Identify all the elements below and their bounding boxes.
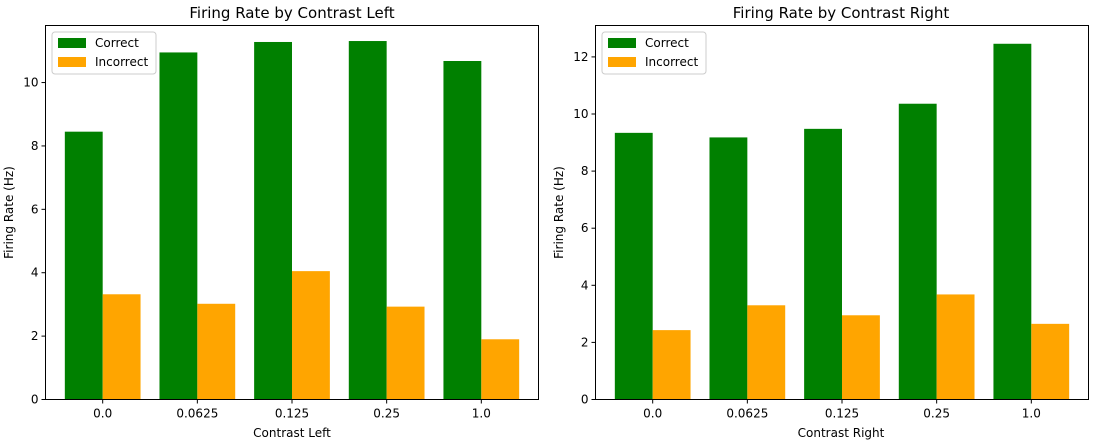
chart-right-y-tick-label-0: 0	[581, 393, 589, 407]
chart-right-xlabel: Contrast Right	[798, 426, 885, 440]
chart-right-bar-incorrect-2	[842, 315, 880, 400]
chart-right-bar-correct-4	[993, 43, 1032, 400]
chart-left-y-axis: 0 2 4 6 8 10	[23, 76, 46, 407]
chart-right-legend-label-correct: Correct	[645, 36, 689, 50]
chart-right-x-tick-label-4: 1.0	[1022, 407, 1041, 421]
chart-right-legend-label-incorrect: Incorrect	[645, 55, 698, 69]
chart-left-bar-correct-2	[254, 41, 292, 400]
chart-right: Firing Rate by Contrast Right 024681012 …	[552, 4, 1089, 440]
chart-left-bar-incorrect-3	[386, 306, 425, 400]
chart-left-x-axis: 0.0 0.0625 0.125 0.25 1.0	[93, 399, 491, 421]
chart-left-title: Firing Rate by Contrast Left	[189, 4, 394, 22]
chart-left-frame	[45, 25, 539, 400]
chart-right-bar-incorrect-4	[1031, 323, 1070, 400]
chart-left-y-tick-label-3: 6	[31, 202, 39, 216]
chart-left-x-tick-label-2: 0.125	[275, 407, 309, 421]
chart-right-title: Firing Rate by Contrast Right	[733, 4, 950, 22]
chart-right-x-tick-label-3: 0.25	[923, 407, 950, 421]
chart-right-x-tick-label-2: 0.125	[825, 407, 859, 421]
chart-right-bars	[614, 43, 1070, 400]
chart-left-ylabel: Firing Rate (Hz)	[2, 166, 16, 259]
chart-left-y-tick-label-5: 10	[23, 76, 38, 90]
chart-left-bars	[64, 41, 520, 400]
chart-right-bar-correct-1	[709, 137, 748, 400]
chart-right-bar-correct-0	[614, 132, 653, 400]
chart-left-y-tick-label-0: 0	[31, 393, 39, 407]
chart-right-bar-correct-2	[804, 128, 842, 400]
chart-right-y-tick-label-4: 8	[581, 164, 589, 178]
chart-left-bar-correct-1	[159, 52, 198, 400]
chart-right-legend-swatch-correct	[608, 38, 636, 48]
chart-right-y-axis: 0 2 4 6 8 10 12	[573, 50, 596, 407]
chart-left-y-tick-label-4: 8	[31, 139, 39, 153]
chart-left-x-tick-label-0: 0.0	[93, 407, 112, 421]
chart-right-bar-correct-3	[898, 103, 937, 400]
chart-right-frame	[595, 25, 1089, 400]
chart-right-bar-incorrect-1	[747, 305, 786, 400]
chart-left-legend-label-incorrect: Incorrect	[95, 55, 148, 69]
chart-left-legend-label-correct: Correct	[95, 36, 139, 50]
chart-right-y-tick-label-1: 2	[581, 335, 589, 349]
chart-right-bar-incorrect-3	[936, 294, 975, 400]
chart-right-legend-swatch-incorrect	[608, 57, 636, 67]
chart-left-bar-correct-4	[443, 60, 482, 400]
chart-left-bar-incorrect-1	[197, 303, 236, 400]
chart-left-x-tick-label-1: 0.0625	[176, 407, 218, 421]
chart-right-x-tick-label-1: 0.0625	[726, 407, 768, 421]
chart-right-legend: Correct Incorrect	[601, 31, 707, 75]
chart-right-y-tick-label-2: 4	[581, 278, 589, 292]
chart-left-legend: Correct Incorrect	[51, 31, 157, 75]
chart-left-legend-swatch-incorrect	[58, 57, 86, 67]
chart-left-y-tick-label-1: 2	[31, 329, 39, 343]
chart-left-legend-swatch-correct	[58, 38, 86, 48]
chart-right-y-tick-label-5: 10	[573, 107, 588, 121]
chart-right-x-tick-label-0: 0.0	[643, 407, 662, 421]
chart-left-x-tick-label-3: 0.25	[373, 407, 400, 421]
chart-left-xlabel: Contrast Left	[253, 426, 331, 440]
chart-left-bar-correct-0	[64, 131, 103, 400]
chart-left-x-tick-label-4: 1.0	[472, 407, 491, 421]
chart-left-bar-incorrect-0	[102, 294, 141, 400]
chart-right-ylabel: Firing Rate (Hz)	[552, 166, 566, 259]
chart-left-y-tick-label-2: 4	[31, 266, 39, 280]
chart-left: Firing Rate by Contrast Left 0 2 4 6 8 10 0.0…	[2, 4, 539, 440]
chart-left-bar-correct-3	[348, 41, 387, 400]
chart-right-y-tick-label-6: 12	[573, 50, 588, 64]
chart-left-bar-incorrect-2	[292, 271, 330, 400]
chart-left-bar-incorrect-4	[481, 339, 520, 400]
chart-right-bar-incorrect-0	[652, 330, 691, 400]
chart-right-y-tick-label-3: 6	[581, 221, 589, 235]
chart-right-x-axis: 0.0 0.0625 0.125 0.25 1.0	[643, 399, 1041, 421]
